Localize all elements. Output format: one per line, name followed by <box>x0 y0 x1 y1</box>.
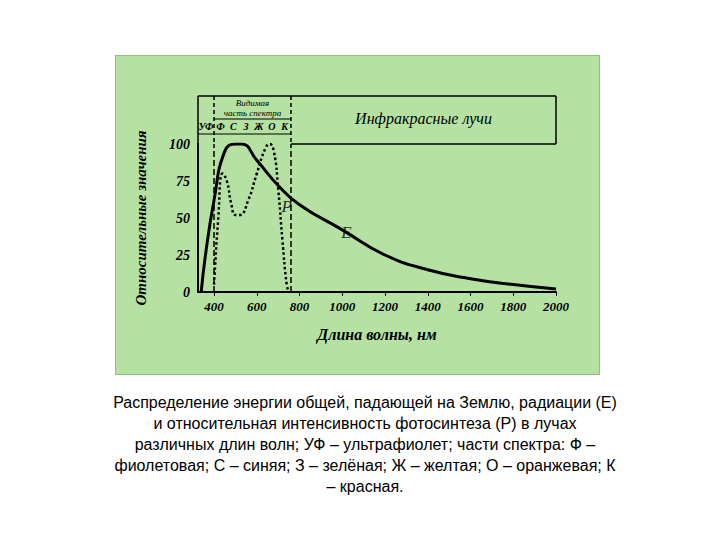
svg-text:1800: 1800 <box>500 299 526 314</box>
svg-text:С: С <box>230 121 237 132</box>
svg-text:1600: 1600 <box>458 299 485 314</box>
svg-text:УФ: УФ <box>199 121 214 132</box>
svg-text:0: 0 <box>183 285 190 300</box>
svg-text:О: О <box>268 121 275 132</box>
svg-text:Ж: Ж <box>253 121 264 132</box>
svg-text:1000: 1000 <box>329 299 356 314</box>
svg-text:E: E <box>340 223 352 242</box>
svg-text:400: 400 <box>203 299 224 314</box>
svg-text:2000: 2000 <box>542 299 570 314</box>
svg-text:100: 100 <box>169 137 190 152</box>
svg-text:часть спектра: часть спектра <box>224 108 282 118</box>
html-text:и относительная интенсивность: и относительная интенсивность фотосинтез… <box>153 415 577 432</box>
svg-text:75: 75 <box>176 174 190 189</box>
svg-text:Инфракрасные лучи: Инфракрасные лучи <box>354 110 492 128</box>
svg-text:Ф: Ф <box>216 121 225 132</box>
html-text:– красная.: – красная. <box>326 478 404 495</box>
svg-text:600: 600 <box>247 299 267 314</box>
svg-text:1200: 1200 <box>372 299 399 314</box>
svg-text:Видимая: Видимая <box>236 98 269 108</box>
html-text:различных длин волн; УФ – ульт: различных длин волн; УФ – ультрафиолет; … <box>134 436 596 453</box>
svg-text:25: 25 <box>175 248 190 263</box>
svg-text:Длина волны, нм: Длина волны, нм <box>315 326 437 344</box>
svg-text:1400: 1400 <box>415 299 442 314</box>
html-text:Распределение энергии общей, п: Распределение энергии общей, падающей на… <box>113 394 617 411</box>
svg-text:800: 800 <box>290 299 310 314</box>
svg-text:К: К <box>280 121 289 132</box>
html-text:фиолетовая; С – синяя; З – зел: фиолетовая; С – синяя; З – зелёная; Ж – … <box>114 457 616 474</box>
svg-text:50: 50 <box>176 211 190 226</box>
svg-text:З: З <box>243 121 249 132</box>
svg-text:P: P <box>281 197 292 216</box>
svg-text:Относительные значения: Относительные значения <box>133 130 149 305</box>
